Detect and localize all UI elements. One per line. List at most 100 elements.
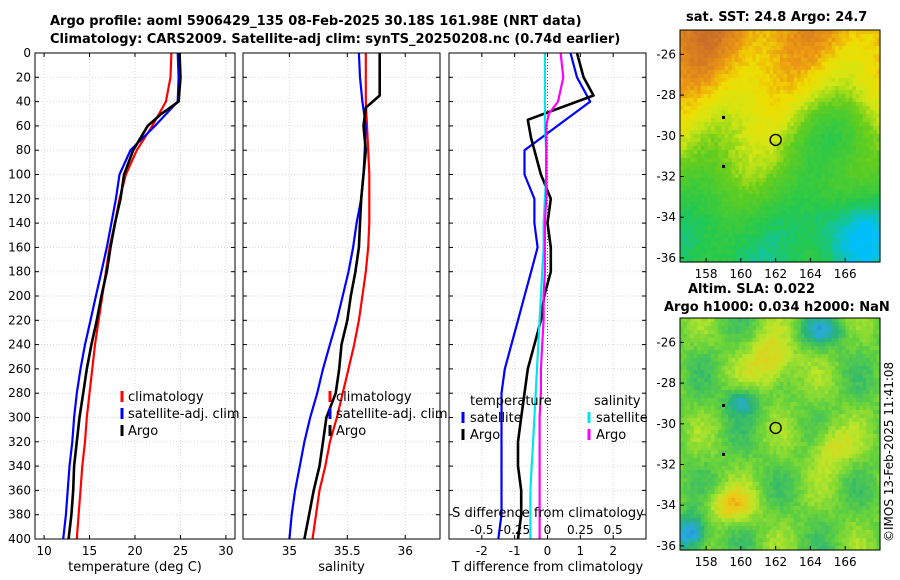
map-cell — [697, 322, 702, 327]
map-cell — [724, 54, 729, 59]
map-cell — [876, 226, 881, 231]
map-cell — [866, 218, 871, 223]
map-cell — [790, 118, 795, 123]
map-cell — [735, 194, 740, 199]
map-cell — [783, 330, 788, 335]
map-cell — [686, 338, 691, 343]
map-cell — [821, 366, 826, 371]
map-cell — [800, 382, 805, 387]
map-cell — [686, 158, 691, 163]
map-cell — [724, 62, 729, 67]
map-cell — [714, 362, 719, 367]
map-cell — [769, 186, 774, 191]
map-cell — [776, 58, 781, 63]
map-cell — [828, 322, 833, 327]
map-cell — [776, 86, 781, 91]
map-cell — [793, 106, 798, 111]
map-cell — [852, 114, 857, 119]
map-cell — [738, 354, 743, 359]
map-cell — [800, 226, 805, 231]
map-cell — [724, 218, 729, 223]
map-cell — [773, 326, 778, 331]
map-cell — [811, 222, 816, 227]
map-cell — [738, 362, 743, 367]
map-cell — [766, 150, 771, 155]
map-cell — [700, 150, 705, 155]
map-cell — [680, 394, 685, 399]
map-cell — [690, 50, 695, 55]
map-cell — [773, 354, 778, 359]
map-cell — [776, 374, 781, 379]
map-cell — [745, 222, 750, 227]
map-cell — [759, 114, 764, 119]
map-cell — [731, 122, 736, 127]
map-cell — [752, 174, 757, 179]
map-cell — [848, 62, 854, 67]
map-cell — [780, 90, 785, 95]
map-cell — [711, 230, 716, 235]
map-cell — [714, 210, 719, 215]
map-cell — [769, 130, 774, 135]
map-cell — [814, 170, 819, 175]
map-cell — [704, 350, 709, 355]
map-cell — [845, 130, 850, 135]
map-cell — [755, 46, 760, 51]
map-cell — [769, 126, 774, 131]
map-cell — [828, 210, 833, 215]
map-cell — [786, 154, 791, 159]
map-cell — [724, 46, 729, 51]
map-cell — [831, 194, 836, 199]
map-cell — [697, 378, 702, 383]
map-cell — [811, 178, 816, 183]
map-cell — [697, 78, 702, 83]
map-cell — [855, 386, 860, 391]
map-cell — [848, 390, 854, 395]
map-cell — [807, 350, 812, 355]
map-cell — [811, 78, 816, 83]
map-cell — [838, 370, 843, 375]
map-cell — [690, 70, 695, 75]
map-cell — [793, 126, 798, 131]
map-cell — [680, 110, 685, 115]
map-cell — [824, 50, 829, 55]
map-cell — [811, 170, 816, 175]
map-cell — [748, 86, 754, 91]
map-cell — [821, 238, 826, 243]
map-cell — [835, 226, 840, 231]
map-cell — [814, 246, 819, 251]
map-cell — [786, 238, 791, 243]
map-cell — [773, 218, 778, 223]
map-cell — [748, 154, 754, 159]
map-cell — [683, 126, 688, 131]
map-cell — [686, 70, 691, 75]
map-cell — [762, 198, 767, 203]
map-cell — [780, 378, 785, 383]
map-cell — [783, 398, 788, 403]
map-cell — [724, 362, 729, 367]
map-cell — [814, 74, 819, 79]
map-cell — [742, 258, 747, 263]
map-cell — [690, 34, 695, 39]
map-cell — [797, 142, 802, 147]
map-cell — [804, 246, 809, 251]
map-cell — [862, 358, 867, 363]
map-cell — [793, 230, 798, 235]
map-cell — [848, 218, 854, 223]
map-cell — [786, 106, 791, 111]
map-cell — [783, 114, 788, 119]
map-cell — [680, 30, 685, 35]
map-cell — [811, 110, 816, 115]
map-cell — [742, 206, 747, 211]
map-cell — [797, 98, 802, 103]
map-cell — [714, 98, 719, 103]
map-cell — [728, 178, 733, 183]
map-cell — [704, 70, 709, 75]
map-cell — [859, 98, 864, 103]
map-cell — [831, 42, 836, 47]
map-cell — [759, 346, 764, 351]
map-cell — [786, 130, 791, 135]
map-cell — [735, 234, 740, 239]
y-tick-label: 220 — [8, 313, 31, 327]
map-cell — [752, 54, 757, 59]
map-cell — [700, 374, 705, 379]
